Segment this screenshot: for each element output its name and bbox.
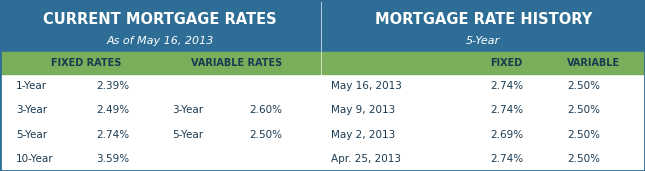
Text: VARIABLE: VARIABLE [568, 58, 620, 68]
Text: 2.50%: 2.50% [568, 81, 600, 91]
Text: 5-Year: 5-Year [173, 130, 204, 140]
Text: May 9, 2013: May 9, 2013 [332, 105, 395, 115]
Text: 2.39%: 2.39% [96, 81, 129, 91]
Text: 2.50%: 2.50% [568, 130, 600, 140]
Text: 2.74%: 2.74% [96, 130, 129, 140]
Text: As of May 16, 2013: As of May 16, 2013 [106, 36, 213, 45]
Text: 10-Year: 10-Year [16, 154, 54, 164]
Text: VARIABLE RATES: VARIABLE RATES [191, 58, 282, 68]
Text: FIXED: FIXED [490, 58, 522, 68]
Bar [0, 52, 319, 74]
Text: Apr. 25, 2013: Apr. 25, 2013 [332, 154, 401, 164]
Text: 2.69%: 2.69% [490, 130, 523, 140]
Text: CURRENT MORTGAGE RATES: CURRENT MORTGAGE RATES [43, 12, 277, 27]
Text: 2.74%: 2.74% [490, 81, 523, 91]
Text: 5-Year: 5-Year [466, 36, 501, 45]
Text: May 2, 2013: May 2, 2013 [332, 130, 395, 140]
Bar [0, 0, 319, 52]
Text: 2.74%: 2.74% [490, 105, 523, 115]
Text: 2.50%: 2.50% [568, 105, 600, 115]
Text: May 16, 2013: May 16, 2013 [332, 81, 402, 91]
Text: 5-Year: 5-Year [16, 130, 47, 140]
Text: 1-Year: 1-Year [16, 81, 47, 91]
Text: 2.50%: 2.50% [568, 154, 600, 164]
Text: 3-Year: 3-Year [173, 105, 204, 115]
Text: MORTGAGE RATE HISTORY: MORTGAGE RATE HISTORY [375, 12, 592, 27]
Text: 2.60%: 2.60% [249, 105, 283, 115]
Text: FIXED RATES: FIXED RATES [51, 58, 121, 68]
Text: 2.49%: 2.49% [96, 105, 129, 115]
Text: 3.59%: 3.59% [96, 154, 129, 164]
Text: 2.74%: 2.74% [490, 154, 523, 164]
Bar [322, 52, 645, 74]
Bar [322, 0, 645, 52]
Text: 2.50%: 2.50% [249, 130, 283, 140]
Text: 3-Year: 3-Year [16, 105, 47, 115]
